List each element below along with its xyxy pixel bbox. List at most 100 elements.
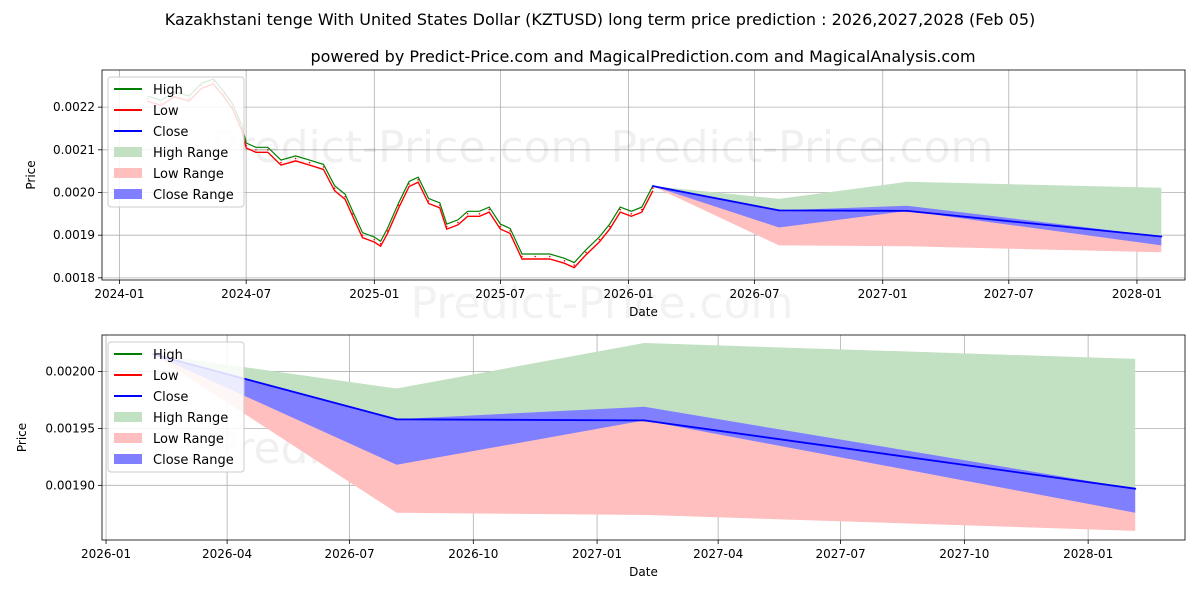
legend-label: Low [153, 369, 179, 384]
x-axis-label: Date [629, 565, 658, 579]
x-tick-label: 2026-01 [81, 547, 131, 561]
history-point [608, 225, 611, 228]
legend-item-low-range: Low Range [114, 432, 224, 447]
y-axis-label: Price [15, 423, 29, 452]
forecast-close-line [152, 353, 1136, 490]
watermark: Predict-Price.com [411, 278, 794, 329]
legend-swatch-patch [114, 433, 142, 443]
x-tick-label: 2025-07 [475, 287, 525, 301]
history-point [408, 183, 410, 185]
history-point [619, 208, 621, 211]
forecast-close-point [1160, 235, 1163, 238]
long-term-chart-panel: Predict-Price.com Predict-Price.com Predic… [24, 69, 1186, 329]
legend-item-high: High [114, 83, 183, 98]
watermark: Predict-Price.com [211, 122, 594, 173]
watermark: Predict-Price.com [611, 122, 994, 173]
legend-swatch-patch [114, 189, 142, 199]
history-point [322, 166, 325, 168]
x-axis-label: Date [629, 305, 658, 319]
x-tick-label: 2024-01 [94, 287, 144, 301]
history-point [344, 196, 346, 198]
history-point [585, 251, 587, 254]
legend-item-high: High [114, 348, 183, 363]
forecast-close-point [1134, 487, 1137, 490]
history-point [457, 221, 459, 224]
forecast-zoom-chart-panel: Predict-Price.comPredict-Price.com2026-0… [15, 334, 1186, 579]
history-point [361, 234, 364, 236]
x-tick-label: 2027-07 [984, 287, 1034, 301]
history-point [652, 187, 654, 189]
history-point [386, 230, 389, 232]
close-range-band [153, 354, 1136, 513]
x-tick-label: 2027-01 [572, 547, 622, 561]
history-point [499, 225, 502, 228]
chart-subtitle: powered by Predict-Price.com and Magical… [310, 47, 975, 66]
x-tick-label: 2027-01 [858, 287, 908, 301]
x-tick-label: 2026-01 [603, 287, 653, 301]
history-point [308, 161, 311, 164]
legend-item-low: Low [114, 369, 179, 384]
forecast-close-point [778, 209, 780, 212]
y-axis-label: Price [24, 160, 38, 189]
history-point [255, 149, 257, 151]
legend-label: Low Range [153, 167, 224, 182]
legend-item-low: Low [114, 104, 179, 119]
legend-swatch-patch [114, 147, 142, 157]
legend-label: Low Range [153, 432, 224, 447]
history-point [417, 178, 420, 181]
history-point [521, 255, 523, 258]
history-point [466, 213, 469, 215]
plot-frame [101, 69, 1186, 281]
history-point [598, 238, 601, 241]
history-point [488, 208, 491, 211]
history-point [641, 208, 643, 211]
history-point [379, 242, 382, 245]
close-range-band [652, 186, 1162, 246]
legend-item-high-range: High Range [114, 146, 228, 161]
x-tick-label: 2026-07 [730, 287, 780, 301]
y-tick-label: 0.0018 [53, 271, 95, 285]
y-tick-label: 0.00195 [45, 421, 95, 435]
legend: High Low Close High Range Low Range Close Ran… [107, 341, 245, 473]
history-point [445, 225, 448, 228]
y-tick-label: 0.0020 [53, 186, 95, 200]
x-tick-label: 2028-01 [1063, 547, 1113, 561]
legend-item-close: Close [114, 390, 188, 405]
x-tick-label: 2027-10 [939, 547, 989, 561]
history-point [630, 213, 633, 215]
x-tick-label: 2028-01 [1112, 287, 1162, 301]
legend-item-close-range: Close Range [114, 188, 234, 203]
x-tick-label: 2026-10 [448, 547, 498, 561]
y-tick-label: 0.00200 [45, 364, 95, 378]
chart-title: Kazakhstani tenge With United States Dol… [165, 10, 1035, 29]
history-point [267, 149, 269, 151]
legend-label: High [153, 83, 183, 98]
forecast-close-point [906, 209, 909, 212]
forecast-close-point [643, 419, 646, 422]
history-point [439, 204, 441, 207]
low-range-band [652, 186, 1162, 253]
y-tick-label: 0.00190 [45, 478, 95, 492]
legend-swatch-patch [114, 454, 142, 464]
history-point [397, 204, 400, 207]
history-point [509, 230, 511, 232]
history-point [294, 157, 297, 160]
x-tick-label: 2026-07 [324, 547, 374, 561]
history-point [351, 213, 354, 215]
legend-item-close: Close [114, 125, 188, 140]
legend-label: High [153, 348, 183, 363]
history-point [478, 213, 481, 215]
x-tick-label: 2027-04 [693, 547, 743, 561]
history-point [280, 161, 282, 164]
history-point [534, 255, 536, 258]
y-tick-label: 0.0019 [53, 228, 95, 242]
legend-label: Close [153, 125, 188, 140]
history-point [563, 260, 566, 262]
forecast-close-line [652, 185, 1162, 238]
x-tick-label: 2026-04 [202, 547, 252, 561]
y-tick-label: 0.0021 [53, 143, 95, 157]
history-point [245, 144, 247, 147]
legend-item-high-range: High Range [114, 411, 228, 426]
legend-label: High Range [153, 411, 228, 426]
